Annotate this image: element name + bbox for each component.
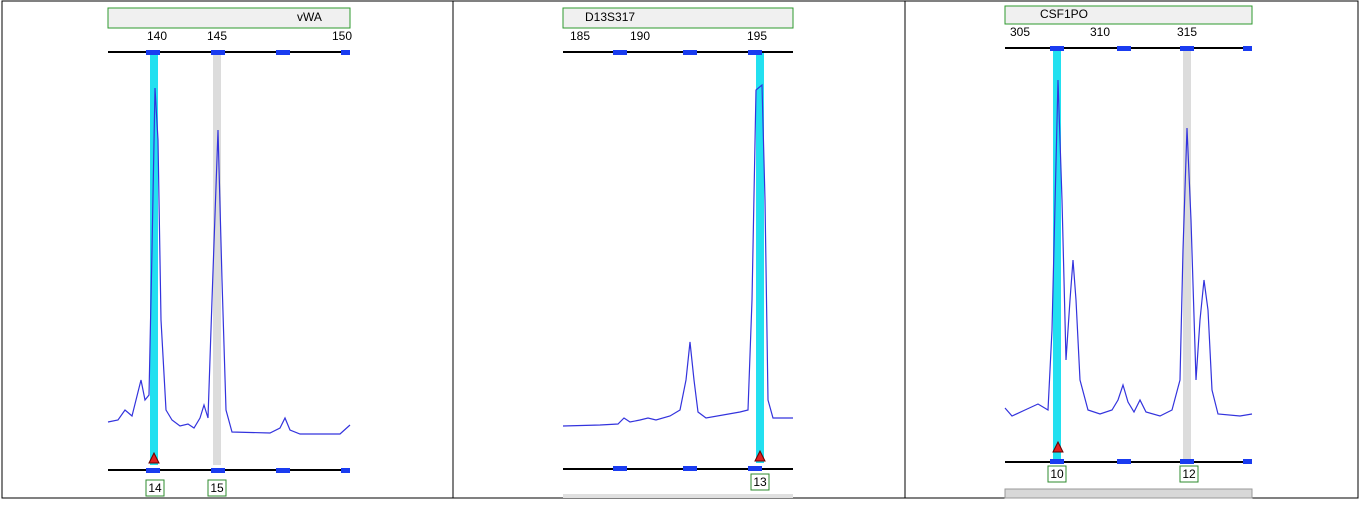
- bin-marker: [146, 50, 160, 55]
- size-tick: 195: [747, 29, 767, 43]
- locus-header: [107, 7, 351, 29]
- size-tick: 140: [147, 29, 167, 43]
- allele-box: [1047, 465, 1067, 483]
- size-tick: 150: [332, 29, 352, 43]
- bin-marker: [341, 468, 350, 473]
- allele-band: [756, 53, 764, 463]
- bin-marker: [1180, 459, 1194, 464]
- allele-band: [1183, 49, 1191, 459]
- bin-marker: [1243, 46, 1252, 51]
- allele-box: [145, 479, 165, 497]
- bin-marker: [748, 50, 762, 55]
- bin-marker: [683, 466, 697, 471]
- allele-call: 13: [753, 475, 767, 489]
- bin-marker: [683, 50, 697, 55]
- bin-marker: [1117, 46, 1131, 51]
- peak-marker: [1052, 440, 1064, 453]
- size-tick: 190: [630, 29, 650, 43]
- bin-marker: [276, 468, 290, 473]
- size-tick: 145: [207, 29, 227, 43]
- locus-header: [562, 7, 794, 29]
- size-tick: 310: [1090, 25, 1110, 39]
- bin-marker: [1243, 459, 1252, 464]
- peak-marker: [754, 449, 766, 462]
- allele-call: 15: [210, 481, 224, 495]
- allele-band: [150, 53, 158, 465]
- bin-marker: [613, 50, 627, 55]
- bin-marker: [276, 50, 290, 55]
- allele-call: 12: [1182, 467, 1196, 481]
- allele-box: [750, 473, 770, 491]
- locus-header: [1004, 5, 1253, 25]
- bin-marker: [146, 468, 160, 473]
- bin-marker: [1117, 459, 1131, 464]
- bin-marker: [1050, 459, 1064, 464]
- trace: [562, 83, 793, 427]
- allele-box: [207, 479, 227, 497]
- footer-strip: [563, 494, 793, 498]
- panel: vWA 140 145 150 14 15: [107, 7, 352, 497]
- trace: [1004, 79, 1253, 417]
- table-header-strip: [1004, 488, 1253, 499]
- locus-name: D13S317: [585, 10, 635, 24]
- size-tick: 185: [570, 29, 590, 43]
- size-tick: 305: [1010, 25, 1030, 39]
- allele-call: 10: [1050, 467, 1064, 481]
- size-tick: 315: [1177, 25, 1197, 39]
- allele-band: [1053, 49, 1061, 459]
- allele-call: 14: [148, 481, 162, 495]
- panel: CSF1PO 305 310 315 10 12: [1004, 5, 1253, 499]
- locus-name: CSF1PO: [1040, 7, 1088, 21]
- locus-name: vWA: [297, 10, 322, 24]
- bin-marker: [341, 50, 350, 55]
- allele-band: [213, 53, 221, 465]
- bin-marker: [211, 468, 225, 473]
- bin-marker: [1180, 46, 1194, 51]
- peak-marker: [148, 451, 160, 464]
- panel: D13S317 185 190 195 13: [562, 7, 794, 498]
- trace: [107, 87, 351, 435]
- bin-marker: [211, 50, 225, 55]
- bin-marker: [613, 466, 627, 471]
- bin-marker: [748, 466, 762, 471]
- bin-marker: [1050, 46, 1064, 51]
- allele-box: [1179, 465, 1199, 483]
